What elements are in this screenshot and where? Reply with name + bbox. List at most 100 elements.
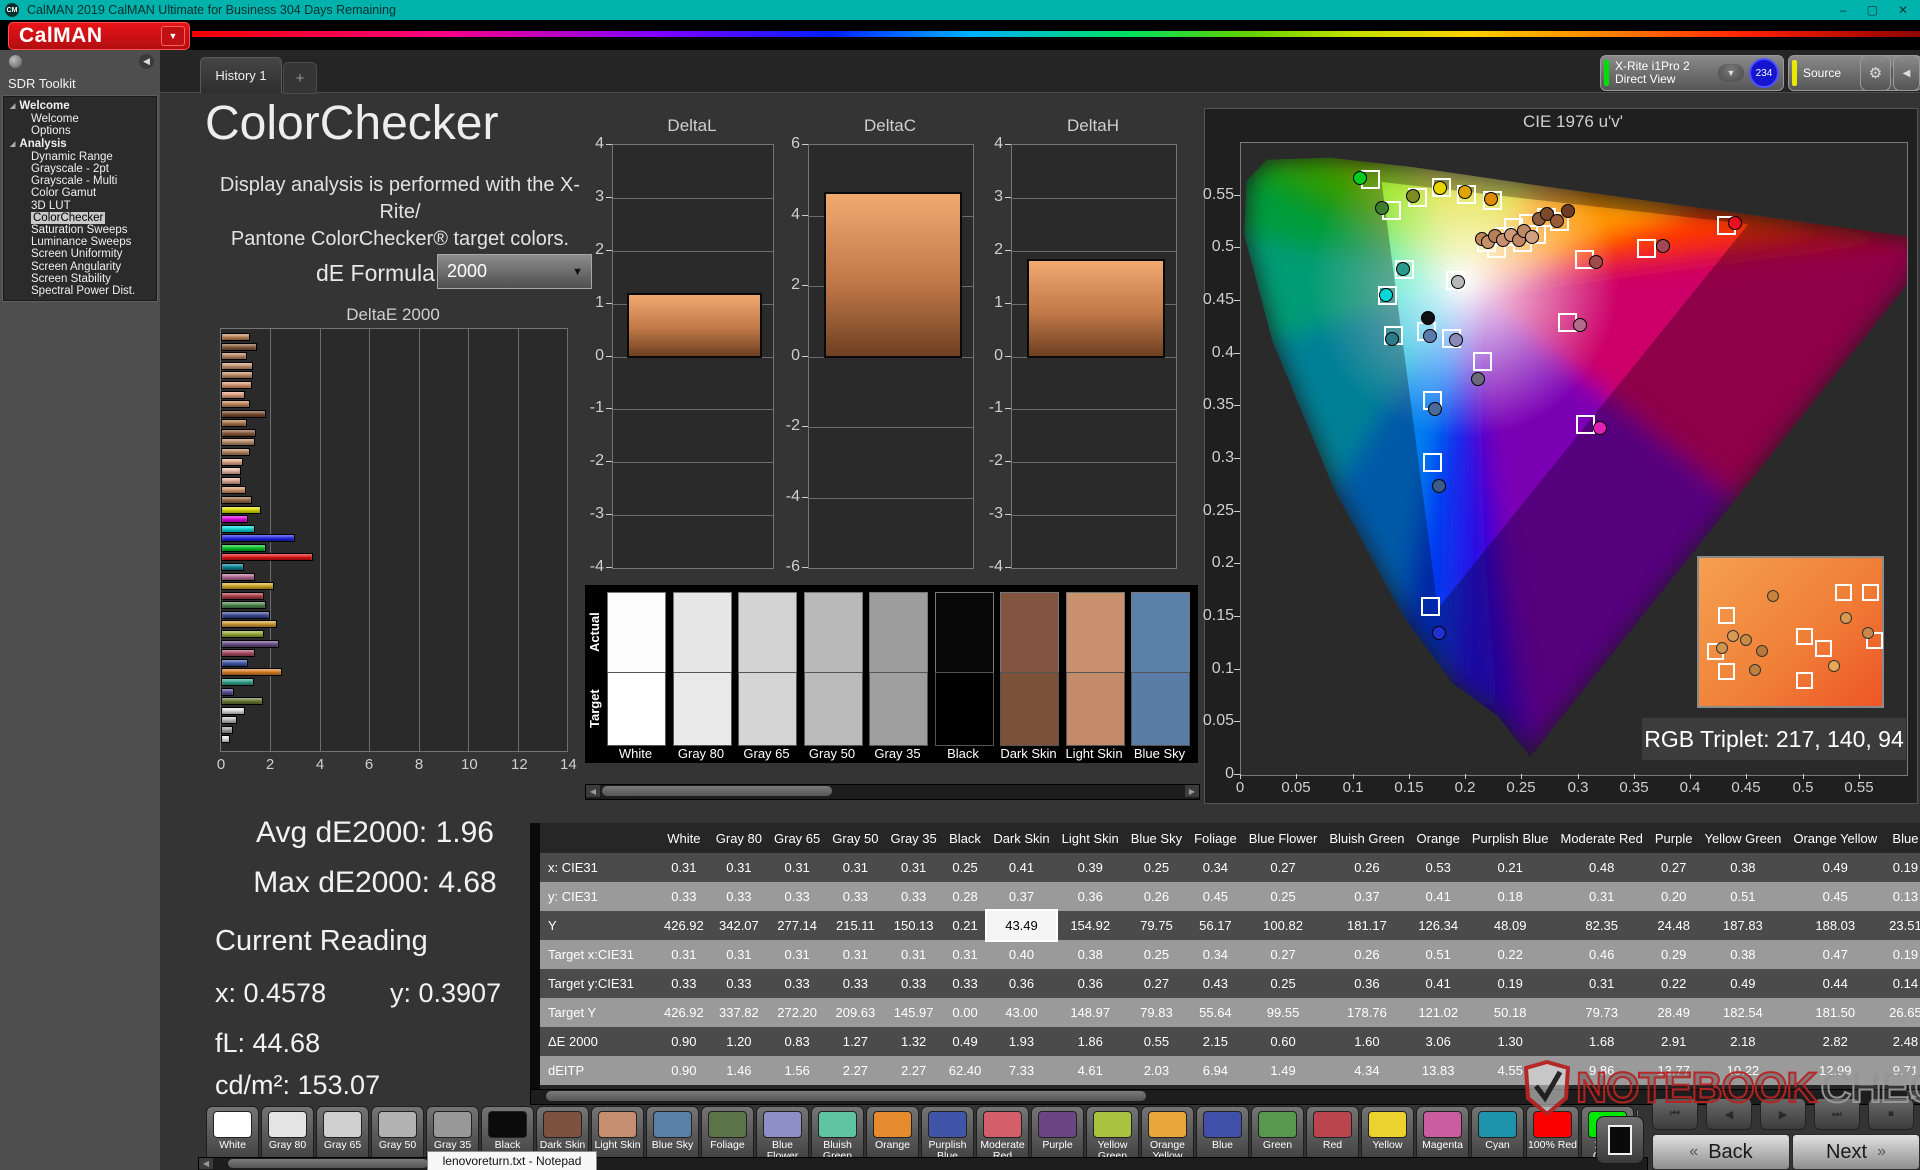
table-cell: 126.34	[1410, 911, 1466, 940]
y-axis-tick-label: 2	[994, 241, 1003, 258]
patch-button-gray-50[interactable]: Gray 50	[371, 1106, 424, 1164]
delta-chart-title: DeltaC	[864, 116, 916, 135]
panel-collapse-icon[interactable]: ◀	[1893, 55, 1920, 91]
scroll-left-icon[interactable]: ◀	[199, 1158, 213, 1169]
sidebar-item-dynamic-range[interactable]: Dynamic Range	[4, 151, 156, 163]
settings-gear-icon[interactable]: ⚙	[1860, 55, 1891, 91]
cie-target-square	[1421, 597, 1440, 616]
transport-button[interactable]: ◀	[1706, 1098, 1752, 1130]
add-tab-button[interactable]: +	[283, 62, 317, 94]
y-axis-tick-label: -1	[589, 399, 604, 416]
patch-button-orange-yellow[interactable]: Orange Yellow	[1141, 1106, 1194, 1164]
sidebar-collapse-icon[interactable]: ◀	[139, 54, 154, 69]
patch-button-purple[interactable]: Purple	[1031, 1106, 1084, 1164]
tick-mark	[1234, 669, 1240, 670]
patch-button-blue-sky[interactable]: Blue Sky	[646, 1106, 699, 1164]
transport-button[interactable]: ▶	[1760, 1098, 1806, 1130]
transport-button[interactable]: ⏮	[1652, 1098, 1698, 1130]
sidebar-item-spectral-power-dist-[interactable]: Spectral Power Dist.	[4, 285, 156, 297]
patch-button-gray-80[interactable]: Gray 80	[261, 1106, 314, 1164]
table-cell: 121.02	[1410, 998, 1466, 1027]
patch-button-red[interactable]: Red	[1306, 1106, 1359, 1164]
sidebar-item-luminance-sweeps[interactable]: Luminance Sweeps	[4, 236, 156, 248]
sidebar-item-label: Welcome	[19, 100, 70, 112]
patch-button-moderate-red[interactable]: Moderate Red	[976, 1106, 1029, 1164]
de-formula-select[interactable]: 2000 ▼	[437, 254, 592, 289]
patch-button-blue[interactable]: Blue	[1196, 1106, 1249, 1164]
dropdown-x-rite-i1pro-2[interactable]: X-Rite i1Pro 2 Direct View ▼ 234	[1600, 55, 1784, 91]
scroll-left-icon[interactable]: ◀	[586, 785, 600, 797]
patch-button-100-red[interactable]: 100% Red	[1526, 1106, 1579, 1164]
sidebar-item-screen-uniformity[interactable]: Screen Uniformity	[4, 248, 156, 260]
sidebar-item-grayscale-multi[interactable]: Grayscale - Multi	[4, 175, 156, 187]
table-cell: 79.75	[1124, 911, 1189, 940]
sidebar-item-grayscale-2pt[interactable]: Grayscale - 2pt	[4, 163, 156, 175]
gridline	[613, 462, 773, 464]
sidebar-item-options[interactable]: Options	[4, 125, 156, 137]
expand-icon[interactable]: ◢	[10, 140, 16, 148]
patch-button-label: Blue Sky	[651, 1139, 694, 1151]
patch-button-bluish-green[interactable]: Bluish Green	[811, 1106, 864, 1164]
patch-button-magenta[interactable]: Magenta	[1416, 1106, 1469, 1164]
transport-button[interactable]: ⏹	[1868, 1098, 1914, 1130]
sidebar-item-saturation-sweeps[interactable]: Saturation Sweeps	[4, 224, 156, 236]
patch-button-purplish-blue[interactable]: Purplish Blue	[921, 1106, 974, 1164]
maximize-button[interactable]: ▢	[1866, 3, 1878, 17]
record-button[interactable]	[9, 55, 22, 68]
inset-target-square	[1796, 672, 1813, 689]
actual-swatch-5	[934, 592, 994, 673]
gridline	[613, 197, 773, 199]
patch-button-gray-65[interactable]: Gray 65	[316, 1106, 369, 1164]
cie-measured-point	[1428, 402, 1442, 416]
gridline	[1012, 515, 1176, 517]
rainbow-gradient-bar	[192, 31, 1920, 37]
bar	[221, 380, 253, 389]
patch-button-foliage[interactable]: Foliage	[701, 1106, 754, 1164]
sidebar-item-screen-angularity[interactable]: Screen Angularity	[4, 261, 156, 273]
sidebar-item-3d-lut[interactable]: 3D LUT	[4, 200, 156, 212]
expand-icon[interactable]: ◢	[10, 103, 16, 110]
patch-button-yellow-green[interactable]: Yellow Green	[1086, 1106, 1139, 1164]
table-cell: 79.83	[1124, 998, 1189, 1027]
patch-button-blue-flower[interactable]: Blue Flower	[756, 1106, 809, 1164]
close-button[interactable]: ✕	[1897, 3, 1908, 17]
table-row: Y 426.92 342.07 277.14 215.11 150.13 0.21 43.49…	[540, 909, 1920, 942]
back-button[interactable]: « Back	[1652, 1134, 1790, 1170]
scrollbar-thumb[interactable]	[228, 1159, 428, 1168]
table-scrollbar[interactable]: ▶	[530, 1089, 1920, 1105]
bar	[221, 649, 256, 658]
y-axis-tick-label: 0	[994, 347, 1003, 364]
cie-measured-point	[1396, 262, 1410, 276]
sidebar-item-colorchecker[interactable]: ColorChecker	[4, 211, 156, 224]
pattern-window-button[interactable]	[1596, 1116, 1644, 1164]
patch-button-orange[interactable]: Orange	[866, 1106, 919, 1164]
x-axis-tick-label: 0.55	[1844, 779, 1874, 796]
patch-button-white[interactable]: White	[206, 1106, 259, 1164]
scroll-right-icon[interactable]: ▶	[1185, 785, 1199, 797]
table-col-header: Moderate Red	[1554, 823, 1649, 853]
patch-button-row: White Gray 80 Gray 65 Gray 50 Gray 35 Black Da…	[206, 1106, 1638, 1164]
bottom-scrollbar[interactable]: ◀	[198, 1157, 1648, 1170]
patch-button-yellow[interactable]: Yellow	[1361, 1106, 1414, 1164]
scrollbar-thumb[interactable]	[546, 1091, 1146, 1101]
calman-logo-menu[interactable]: CalMAN ▼	[8, 22, 190, 50]
transport-button[interactable]: ⏭	[1814, 1098, 1860, 1130]
tab-history-1[interactable]: History 1	[200, 57, 282, 93]
logo-dropdown-arrow-icon[interactable]: ▼	[161, 26, 185, 46]
scrollbar-thumb[interactable]	[602, 786, 832, 796]
patch-button-green[interactable]: Green	[1251, 1106, 1304, 1164]
sidebar-item-color-gamut[interactable]: Color Gamut	[4, 187, 156, 199]
patch-button-cyan[interactable]: Cyan	[1471, 1106, 1524, 1164]
strip-scrollbar[interactable]: ◀ ▶	[585, 784, 1200, 800]
chevron-down-icon: ▼	[572, 265, 583, 278]
next-button[interactable]: Next »	[1792, 1134, 1920, 1170]
table-cell: 0.27	[1648, 853, 1699, 882]
sidebar-item-welcome[interactable]: Welcome	[4, 113, 156, 125]
sidebar-item-screen-stability[interactable]: Screen Stability	[4, 273, 156, 285]
patch-button-light-skin[interactable]: Light Skin	[591, 1106, 644, 1164]
minimize-button[interactable]: –	[1839, 3, 1847, 17]
sidebar-item-welcome[interactable]: ◢ Welcome	[4, 100, 156, 113]
y-axis-tick-label: 0.25	[1202, 502, 1234, 519]
target-swatch-6	[1000, 672, 1059, 746]
sidebar-item-analysis[interactable]: ◢ Analysis	[4, 138, 156, 151]
